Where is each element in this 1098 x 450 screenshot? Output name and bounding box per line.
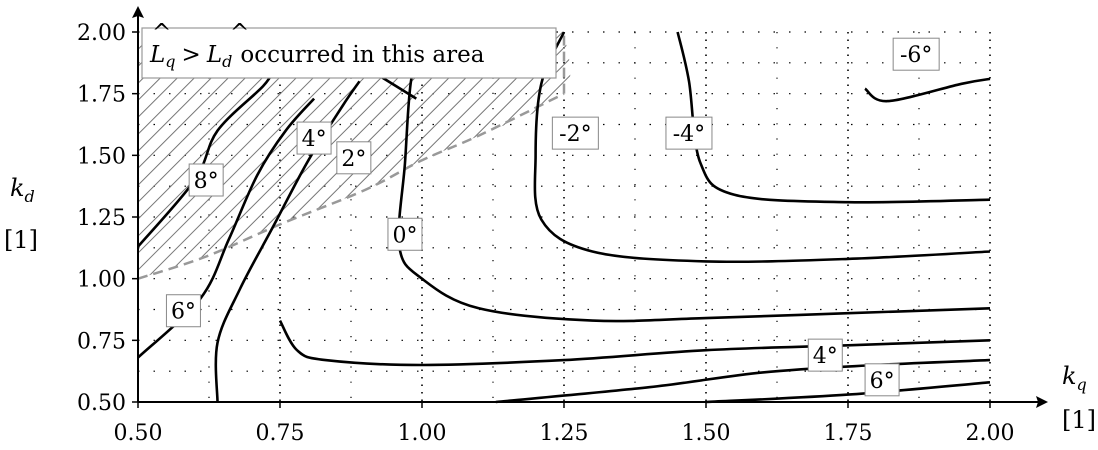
x-tick-label: 2.00 — [966, 421, 1015, 446]
annotation-box — [141, 27, 557, 79]
x-axis-label: kq — [1062, 362, 1087, 394]
contour-label-box — [551, 116, 599, 150]
contour-label: 4° — [302, 127, 327, 152]
annotation: Lq > Ld occurred in this area^ ^ — [141, 20, 557, 79]
contour-label: 2° — [341, 147, 366, 172]
x-axis-arrow — [1036, 396, 1048, 408]
contour-line-6 — [278, 319, 991, 367]
region-boundary-line — [137, 92, 565, 280]
x-tick-label: 1.50 — [682, 421, 731, 446]
y-tick-label: 1.75 — [77, 83, 126, 108]
hat-mark: ^ — [152, 20, 171, 46]
x-tick-label: 0.50 — [114, 421, 163, 446]
contour-label: -6° — [900, 43, 932, 68]
contour-label: 6° — [171, 300, 196, 325]
contour-label: 4° — [813, 344, 838, 369]
x-tick-label: 1.75 — [824, 421, 873, 446]
axes: 0.50 0.75 1.00 1.25 1.50 1.75 2.00 0.50 0.75 1.00… — [4, 6, 1096, 446]
contour-label-box — [807, 338, 843, 372]
contour-label-box — [387, 217, 423, 251]
x-tick-label: 1.25 — [540, 421, 589, 446]
contour-line-7 — [397, 31, 991, 323]
contour-label-box — [336, 141, 372, 175]
contour-line-4 — [495, 358, 991, 404]
contour-label: 8° — [194, 169, 219, 194]
y-tick-label: 0.75 — [77, 329, 126, 354]
contour-line-8 — [533, 31, 991, 264]
contour-label-box — [864, 363, 900, 397]
contour-line-9 — [676, 31, 991, 204]
contour-label: 0° — [392, 223, 417, 248]
contour-line-0 — [137, 68, 276, 248]
contour-label: -4° — [673, 122, 705, 147]
contour-label-box — [665, 116, 713, 150]
contour-label: 6° — [870, 369, 895, 394]
contour-label-box — [892, 37, 940, 71]
y-axis-unit: [1] — [4, 226, 38, 254]
contour-labels: 8° 6° 4° 2° 4° 6° 0° -2° -4° -6° — [165, 37, 940, 397]
y-axis-arrow — [132, 6, 144, 18]
contour-label-box — [165, 294, 201, 328]
contour-line-10 — [864, 77, 991, 103]
y-tick-label: 2.00 — [77, 21, 126, 46]
contour-label-box — [296, 121, 332, 155]
y-axis-label: kd — [10, 174, 35, 206]
x-axis-unit: [1] — [1062, 406, 1096, 434]
contour-label: -2° — [559, 122, 591, 147]
contour-line-5 — [705, 381, 991, 404]
y-tick-label: 1.50 — [77, 144, 126, 169]
x-tick-label: 0.75 — [256, 421, 305, 446]
y-tick-label: 1.25 — [77, 206, 126, 231]
annotation-text: Lq > Ld occurred in this area — [149, 42, 485, 71]
contour-line-2 — [214, 80, 361, 403]
y-tick-label: 1.00 — [77, 268, 126, 293]
x-tick-label: 1.00 — [398, 421, 447, 446]
y-tick-label: 0.50 — [77, 391, 126, 416]
contour-label-box — [188, 163, 224, 197]
hat-mark: ^ — [230, 20, 249, 46]
